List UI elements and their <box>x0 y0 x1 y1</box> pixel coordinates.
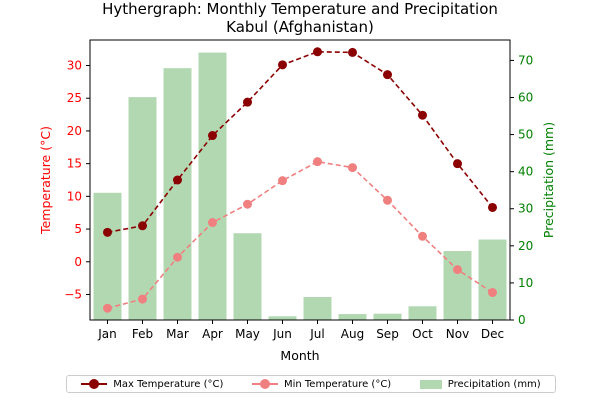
max-temp-line <box>107 50 494 234</box>
precip-bar-dec <box>478 239 507 320</box>
x-tick-label-nov: Nov <box>446 327 469 341</box>
max-temp-point-jun <box>278 60 287 70</box>
y-right-tick-label: 70 <box>518 53 533 67</box>
precip-bar-feb <box>128 97 157 320</box>
x-tick-label-dec: Dec <box>481 327 504 341</box>
y-right-tick-label: 30 <box>518 202 533 216</box>
y-left-tick-label: −5 <box>64 287 82 301</box>
x-tick-label-jul: Jul <box>309 327 324 341</box>
legend-label-precip: Precipitation (mm) <box>447 378 541 390</box>
y-left-tick-label: 30 <box>67 59 82 73</box>
max-temp-point-aug <box>348 47 357 57</box>
y-left-tick-label: 5 <box>74 222 82 236</box>
y-right-tick-label: 40 <box>518 165 533 179</box>
max-temp-point-jul <box>313 47 322 57</box>
precip-bar-nov <box>443 251 472 320</box>
legend-item-max-temp: Max Temperature (°C) <box>81 379 223 390</box>
precip-bar-jun <box>268 316 297 320</box>
min-temp-point-apr <box>208 218 217 228</box>
chart-subtitle: Kabul (Afghanistan) <box>226 18 374 36</box>
y-axis-left-label: Temperature (°C) <box>38 126 53 235</box>
min-temp-point-feb <box>138 294 147 304</box>
x-tick-label-jun: Jun <box>272 327 292 341</box>
min-temp-point-nov <box>453 265 462 275</box>
min-temp-point-sep <box>383 195 392 205</box>
y-left-tick-label: 10 <box>67 189 82 203</box>
min-temp-point-jan <box>103 303 112 313</box>
chart-title: Hythergraph: Monthly Temperature and Pre… <box>102 0 498 18</box>
x-tick-label-apr: Apr <box>202 327 223 341</box>
min-temp-point-jun <box>278 176 287 186</box>
legend-item-min-temp: Min Temperature (°C) <box>251 378 392 390</box>
max-temp-point-oct <box>418 110 427 120</box>
max-temp-point-nov <box>453 159 462 169</box>
min-temp-point-oct <box>418 231 427 241</box>
min-temp-point-jul <box>313 157 322 167</box>
legend-swatch-precip <box>419 379 442 389</box>
chart-legend: Max Temperature (°C) Min Temperature (°C… <box>66 375 556 393</box>
x-axis-label: Month <box>280 348 319 363</box>
y-right-tick-label: 60 <box>518 90 533 104</box>
max-temp-point-mar <box>173 175 182 185</box>
min-temp-point-mar <box>173 252 182 262</box>
min-temp-point-may <box>243 199 252 209</box>
min-temp-point-aug <box>348 163 357 173</box>
plot-area-frame <box>89 39 511 321</box>
precip-bar-sep <box>373 313 402 320</box>
y-left-tick-label: 15 <box>67 157 82 171</box>
x-tick-label-oct: Oct <box>412 327 433 341</box>
legend-label-max-temp: Max Temperature (°C) <box>113 378 224 390</box>
max-temp-point-feb <box>138 221 147 231</box>
y-right-tick-label: 20 <box>518 239 533 253</box>
y-right-tick-label: 50 <box>518 128 533 142</box>
x-tick-label-sep: Sep <box>376 327 399 341</box>
legend-label-min-temp: Min Temperature (°C) <box>283 378 392 390</box>
precip-bar-apr <box>198 52 227 320</box>
y-left-tick-label: 25 <box>67 91 82 105</box>
precip-bar-may <box>233 233 262 320</box>
max-temp-point-apr <box>208 131 217 141</box>
precip-bar-jan <box>93 192 122 320</box>
y-right-tick-label: 10 <box>518 276 533 290</box>
y-right-tick-label: 0 <box>518 313 526 327</box>
legend-swatch-min-temp <box>251 379 278 389</box>
max-temp-point-sep <box>383 70 392 80</box>
max-temp-point-may <box>243 97 252 107</box>
y-axis-right-label: Precipitation (mm) <box>541 122 556 238</box>
max-temp-point-dec <box>488 202 497 212</box>
precip-bar-mar <box>163 68 192 321</box>
precip-bar-jul <box>303 297 332 320</box>
max-temp-point-jan <box>103 227 112 237</box>
x-tick-label-jan: Jan <box>97 327 117 341</box>
precip-bar-aug <box>338 314 367 320</box>
min-temp-line <box>107 160 493 309</box>
x-tick-label-mar: Mar <box>166 327 189 341</box>
legend-item-precip: Precipitation (mm) <box>419 378 541 390</box>
x-tick-label-aug: Aug <box>341 327 364 341</box>
legend-swatch-max-temp <box>81 379 108 389</box>
min-temp-point-dec <box>488 288 497 298</box>
x-tick-label-feb: Feb <box>132 327 153 341</box>
y-left-tick-label: 0 <box>74 255 82 269</box>
precip-bar-oct <box>408 306 437 320</box>
y-left-tick-label: 20 <box>67 124 82 138</box>
x-tick-label-may: May <box>235 327 260 341</box>
